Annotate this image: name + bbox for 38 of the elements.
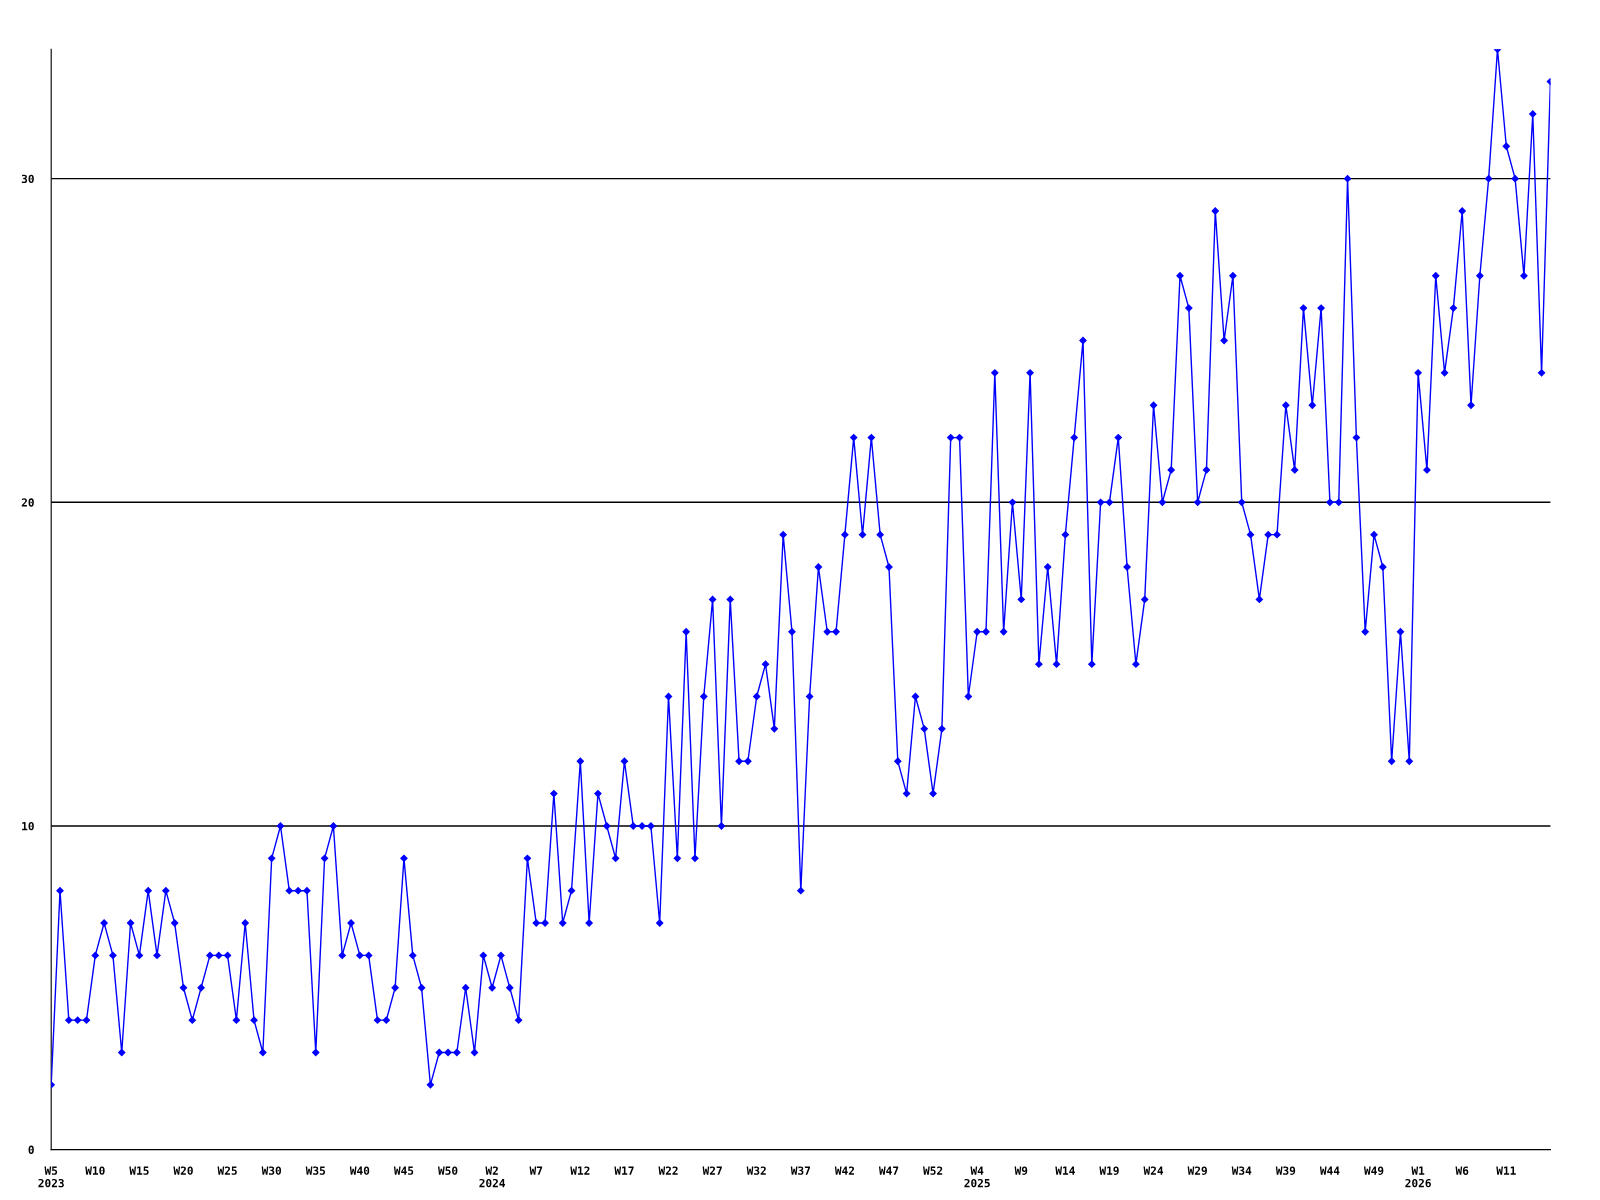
y-tick-label: 10	[22, 821, 34, 831]
x-tick-label: W32	[746, 1166, 766, 1175]
x-tick-label: W49	[1363, 1166, 1384, 1175]
x-tick-label: W22	[658, 1166, 678, 1175]
x-tick-label: W11	[1496, 1166, 1516, 1175]
x-tick-label: W34	[1231, 1166, 1252, 1175]
x-tick-label: W44	[1319, 1166, 1340, 1175]
x-tick-label: W35	[305, 1166, 326, 1175]
x-tick-label: W52	[923, 1166, 943, 1175]
x-tick-label: W2 2024	[479, 1166, 506, 1188]
x-tick-label: W20	[173, 1166, 193, 1175]
x-tick-label: W1 2026	[1405, 1166, 1431, 1188]
x-tick-label: W15	[129, 1166, 149, 1175]
x-tick-label: W42	[834, 1166, 855, 1175]
x-tick-label: W17	[614, 1166, 634, 1175]
y-tick-label: 0	[28, 1145, 34, 1154]
x-tick-label: W9	[1014, 1166, 1028, 1175]
x-tick-label: W37	[790, 1166, 810, 1175]
x-tick-label: W24	[1143, 1166, 1164, 1175]
y-tick-label: 30	[21, 174, 34, 184]
x-tick-label: W19	[1099, 1166, 1119, 1175]
x-tick-label: W6	[1455, 1166, 1469, 1175]
x-tick-label: W50	[438, 1166, 458, 1175]
x-tick-label: W25	[217, 1166, 237, 1175]
x-tick-label: W30	[261, 1166, 282, 1175]
x-tick-label: W10	[85, 1166, 105, 1175]
x-tick-label: W7	[529, 1166, 543, 1175]
y-tick-label: 20	[21, 498, 34, 507]
x-tick-label: W4 2025	[964, 1166, 990, 1188]
x-tick-label: W5 2023	[38, 1166, 64, 1188]
x-tick-label: W14	[1055, 1166, 1075, 1175]
x-tick-label: W29	[1187, 1166, 1207, 1175]
x-tick-label: W45	[393, 1166, 414, 1175]
x-tick-label: W47	[878, 1166, 899, 1175]
x-tick-label: W39	[1275, 1166, 1296, 1175]
x-tick-label: W40	[349, 1166, 370, 1175]
x-tick-label: W12	[570, 1166, 590, 1175]
x-tick-label: W27	[702, 1166, 722, 1175]
